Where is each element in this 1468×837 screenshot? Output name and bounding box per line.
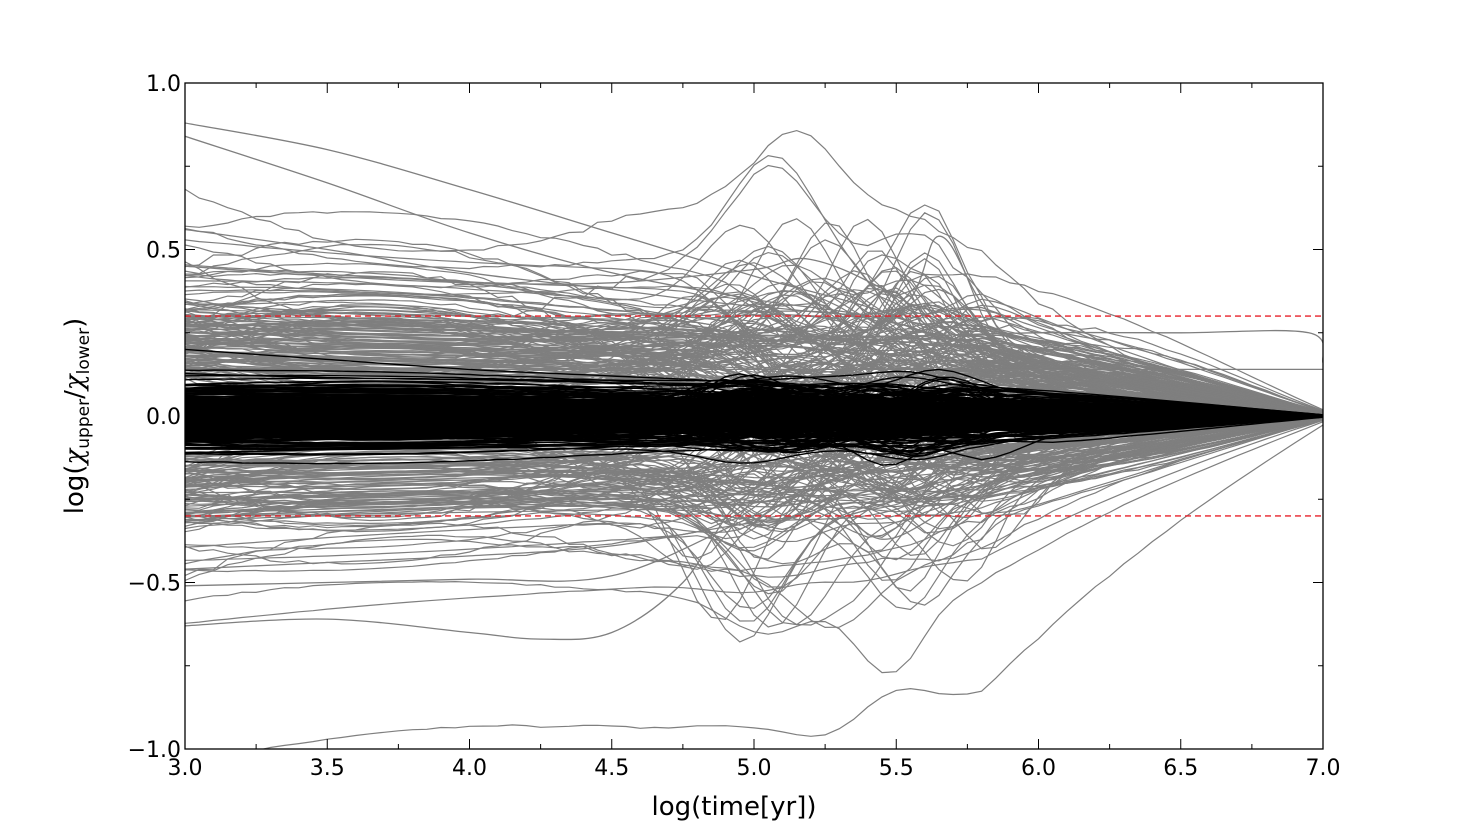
x-tick-label: 6.0 [1021, 756, 1056, 781]
black-series-line [185, 348, 1323, 417]
black-series-line [185, 404, 1323, 453]
x-tick-label: 5.0 [737, 756, 772, 781]
gray-series-line [185, 319, 1323, 479]
black-series-line [185, 380, 1323, 422]
gray-series-line [185, 419, 1323, 624]
gray-series-line [185, 245, 1323, 414]
y-axis-label-suffix: ) [60, 318, 90, 328]
series-layer [185, 122, 1323, 749]
gray-series-line [185, 421, 1323, 674]
y-tick-label: 0.5 [146, 239, 181, 264]
gray-series-line [185, 417, 1323, 557]
black-series-line [185, 415, 1323, 439]
y-tick-label: 1.0 [146, 72, 181, 97]
black-series-line [185, 416, 1323, 449]
y-axis-label-chi-upper: χ [60, 446, 90, 466]
black-series-line [185, 404, 1323, 436]
gray-series-line [185, 329, 1323, 363]
black-series-line [185, 407, 1323, 423]
x-tick-label: 7.0 [1306, 756, 1341, 781]
black-series-line [185, 384, 1323, 416]
gray-series-line [185, 402, 1323, 628]
gray-series-line [185, 164, 1323, 416]
x-tick-label: 4.0 [452, 756, 487, 781]
gray-series-line [185, 269, 1323, 414]
gray-series-line [185, 417, 1323, 643]
x-tick-label: 3.5 [310, 756, 345, 781]
y-axis-label-sub-upper: upper [74, 399, 94, 449]
gray-series-line [185, 316, 1323, 416]
gray-series-line [185, 419, 1323, 606]
y-axis-label: log(χupper/χlower) [60, 318, 94, 515]
gray-series-line [185, 419, 1323, 561]
x-tick-label: 4.5 [594, 756, 629, 781]
gray-series-line [185, 416, 1323, 505]
gray-series-line [185, 322, 1323, 437]
gray-series-line [185, 419, 1323, 531]
black-series-group [185, 348, 1323, 466]
black-series-line [185, 402, 1323, 425]
gray-series-line [185, 224, 1323, 413]
gray-series-line [185, 418, 1323, 560]
gray-series-line [260, 424, 1323, 749]
gray-series-line [185, 303, 1323, 414]
black-series-line [185, 402, 1323, 433]
y-tick-label: −1.0 [128, 738, 181, 763]
black-series-line [185, 394, 1323, 417]
axis-ticks: 3.0 3.5 4.0 4.5 5.0 5.5 6.0 6.5 7.0 −1.0 −0.5 0.0 0.… [128, 72, 1341, 781]
gray-series-line [185, 418, 1323, 565]
y-axis-label-prefix: log( [60, 464, 90, 514]
black-series-line [185, 382, 1323, 417]
y-axis-label-chi-lower: χ [60, 372, 90, 392]
gray-series-line [185, 308, 1323, 416]
gray-series-line [185, 287, 1323, 415]
gray-series-line [185, 228, 1323, 417]
y-tick-label: 0.0 [146, 405, 181, 430]
y-tick-label: −0.5 [128, 572, 181, 597]
black-series-line [185, 415, 1323, 432]
black-series-line [185, 416, 1323, 444]
y-axis-label-slash: / [60, 390, 90, 399]
gray-series-line [185, 322, 1323, 415]
x-axis-label: log(time[yr]) [651, 792, 816, 822]
x-tick-label: 3.0 [168, 756, 203, 781]
gray-series-line [185, 313, 1323, 420]
gray-series-line [185, 417, 1323, 553]
x-tick-label: 6.5 [1163, 756, 1198, 781]
x-tick-label: 5.5 [879, 756, 914, 781]
gray-series-line [185, 417, 1323, 518]
gray-series-line [185, 341, 1323, 415]
y-axis-label-sub-lower: lower [74, 328, 94, 374]
black-series-line [185, 416, 1323, 447]
gray-series-line [185, 335, 1323, 428]
black-series-line [185, 416, 1323, 455]
black-series-line [185, 415, 1323, 454]
